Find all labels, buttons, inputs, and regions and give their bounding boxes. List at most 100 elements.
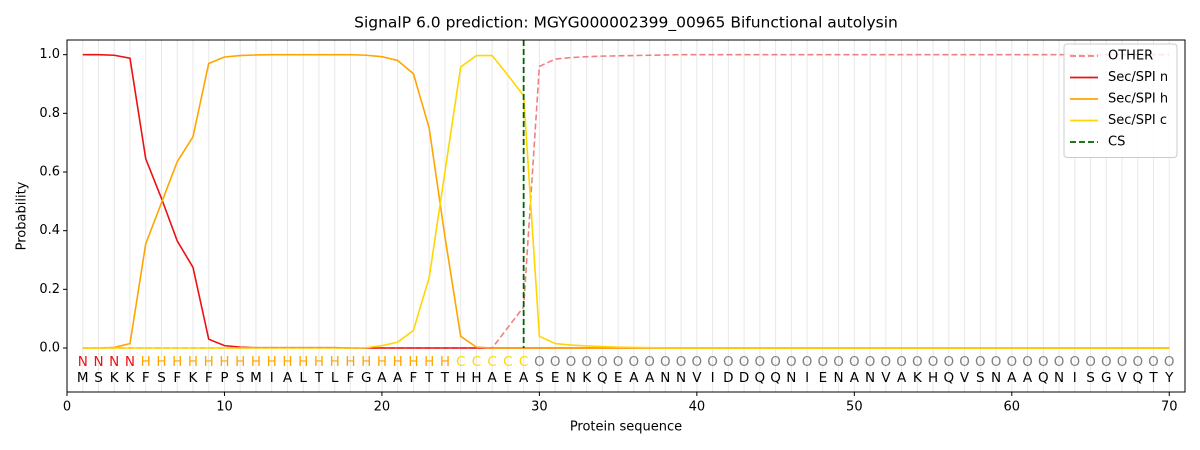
residue-letter: N [991, 370, 1001, 386]
legend-label: Sec/SPI c [1108, 113, 1167, 128]
annotation-letter: O [755, 354, 766, 370]
residue-letter: A [488, 370, 498, 386]
residue-letter: S [236, 370, 245, 386]
residue-letter: V [881, 370, 891, 386]
residue-letter: Q [943, 370, 954, 386]
residue-letter: A [393, 370, 403, 386]
legend-label: CS [1108, 135, 1125, 150]
residue-letter: E [504, 370, 513, 386]
residue-letter: H [471, 370, 481, 386]
annotation-letter: O [849, 354, 860, 370]
residue-letter: V [960, 370, 970, 386]
annotation-letter: O [959, 354, 970, 370]
residue-letter: H [456, 370, 466, 386]
annotation-letter: O [928, 354, 939, 370]
annotation-letter: H [330, 354, 340, 370]
residue-letter: V [692, 370, 702, 386]
annotation-letter: O [833, 354, 844, 370]
annotation-letter: H [377, 354, 387, 370]
y-tick-label: 0.4 [39, 223, 60, 238]
annotation-letter: O [581, 354, 592, 370]
annotation-letter: O [723, 354, 734, 370]
annotation-letter: H [440, 354, 450, 370]
residue-letter: G [361, 370, 371, 386]
annotation-letter: H [188, 354, 198, 370]
residue-letter: N [786, 370, 796, 386]
residue-letter: E [551, 370, 560, 386]
annotation-letter: O [1101, 354, 1112, 370]
residue-letter: Y [1164, 370, 1174, 386]
residue-letter: N [676, 370, 686, 386]
residue-letter: A [377, 370, 387, 386]
annotation-letter: C [487, 354, 496, 370]
residue-letter: I [805, 370, 809, 386]
annotation-letter: O [1054, 354, 1065, 370]
residue-letter: V [1117, 370, 1127, 386]
y-axis-label: Probability [15, 181, 30, 250]
residue-letter: N [865, 370, 875, 386]
residue-letter: T [424, 370, 434, 386]
residue-letter: T [314, 370, 324, 386]
x-tick-label: 40 [689, 400, 706, 415]
residue-letter: H [928, 370, 938, 386]
annotation-letter: O [566, 354, 577, 370]
legend-label: Sec/SPI h [1108, 92, 1168, 107]
annotation-letter: O [802, 354, 813, 370]
residue-letter: N [1054, 370, 1064, 386]
residue-letter: S [535, 370, 544, 386]
annotation-letter: O [1148, 354, 1159, 370]
series-line [82, 54, 1170, 349]
x-tick-label: 10 [216, 400, 233, 415]
residue-letter: S [94, 370, 103, 386]
annotation-letter: H [393, 354, 403, 370]
annotation-letter: O [692, 354, 703, 370]
residue-letter: D [739, 370, 749, 386]
y-tick-label: 0.2 [39, 282, 60, 297]
residue-letter: Q [1132, 370, 1143, 386]
annotation-letter: H [314, 354, 324, 370]
residue-letter: E [614, 370, 623, 386]
residue-letter: A [519, 370, 529, 386]
chart-title: SignalP 6.0 prediction: MGYG000002399_00… [354, 14, 898, 33]
residue-letter: T [440, 370, 450, 386]
annotation-letter: C [519, 354, 528, 370]
y-tick-label: 0.6 [39, 165, 60, 180]
annotation-letter: O [739, 354, 750, 370]
residue-letter: Q [1038, 370, 1049, 386]
residue-letter: L [331, 370, 339, 386]
annotation-letter: H [141, 354, 151, 370]
annotation-letter: H [172, 354, 182, 370]
residue-letter: F [410, 370, 418, 386]
annotation-letter: O [912, 354, 923, 370]
annotation-letter: O [613, 354, 624, 370]
annotation-letter: O [597, 354, 608, 370]
annotation-letter: O [1022, 354, 1033, 370]
annotation-letter: O [943, 354, 954, 370]
annotation-letter: N [78, 354, 88, 370]
legend-label: Sec/SPI n [1108, 70, 1168, 85]
y-tick-label: 1.0 [39, 47, 60, 62]
annotation-letter: O [818, 354, 829, 370]
annotation-letter: H [345, 354, 355, 370]
annotation-letter: O [770, 354, 781, 370]
annotation-letter: O [660, 354, 671, 370]
residue-letter: N [834, 370, 844, 386]
residue-letter: S [157, 370, 166, 386]
residue-letter: N [660, 370, 670, 386]
annotation-letter: O [865, 354, 876, 370]
plot-frame [66, 39, 1186, 393]
annotation-letter: O [991, 354, 1002, 370]
residue-letter: Q [755, 370, 766, 386]
residue-letter: A [645, 370, 655, 386]
annotation-letter: O [534, 354, 545, 370]
residue-letter: N [566, 370, 576, 386]
annotation-letter: O [1164, 354, 1175, 370]
residue-letter: G [1101, 370, 1111, 386]
residue-letter: K [189, 370, 199, 386]
residue-letter: Q [770, 370, 781, 386]
residue-letter: K [110, 370, 120, 386]
residue-letter: A [629, 370, 639, 386]
annotation-letter: O [896, 354, 907, 370]
annotation-letter: O [644, 354, 655, 370]
annotation-letter: H [361, 354, 371, 370]
